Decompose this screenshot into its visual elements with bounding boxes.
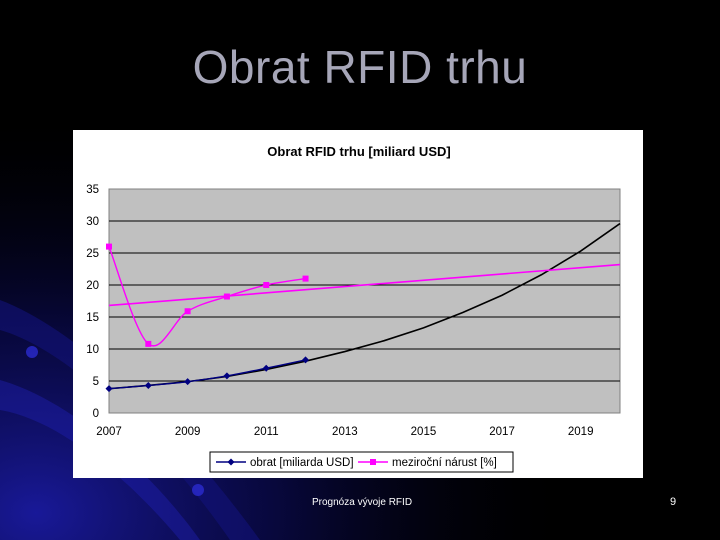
x-tick-label: 2015 — [411, 426, 437, 438]
y-tick-label: 20 — [86, 280, 99, 292]
slide-footer: Prognóza vývoje RFID — [312, 497, 413, 508]
data-point-narust — [302, 275, 309, 282]
legend-label-obrat: obrat [miliarda USD] — [250, 457, 354, 469]
data-point-obrat — [302, 356, 310, 364]
y-tick-label: 35 — [86, 184, 99, 196]
data-point-obrat — [262, 364, 270, 372]
series-line-obrat — [108, 359, 306, 390]
data-point-narust — [145, 340, 152, 347]
line-chart: Obrat RFID trhu [miliard USD] 0 5 10 15 20 25 3… — [86, 144, 621, 473]
data-point-narust — [263, 282, 270, 288]
data-point-narust — [223, 293, 230, 300]
legend-label-narust: meziroční nárust [%] — [392, 457, 497, 469]
page-number: 9 — [670, 496, 677, 508]
chart-title: Obrat RFID trhu [miliard USD] — [267, 144, 450, 159]
plot-area — [108, 188, 621, 414]
slide-title: Obrat RFID trhu — [192, 41, 528, 93]
x-tick-label: 2009 — [175, 426, 201, 438]
chart-container: Obrat RFID trhu [miliard USD] 0 5 10 15 20 25 3… — [73, 130, 643, 478]
y-tick-label: 10 — [86, 344, 99, 356]
data-point-narust — [106, 243, 112, 250]
y-tick-label: 0 — [93, 408, 99, 420]
x-tick-label: 2007 — [96, 426, 122, 438]
trendline-linear — [108, 263, 621, 307]
data-point-obrat — [184, 378, 192, 386]
data-point-narust — [184, 308, 191, 315]
legend-marker-narust — [370, 459, 376, 465]
data-point-obrat — [105, 385, 113, 393]
data-point-obrat — [144, 381, 152, 389]
x-tick-label: 2017 — [489, 426, 515, 438]
y-tick-label: 25 — [86, 248, 99, 260]
y-tick-label: 15 — [86, 312, 99, 324]
x-tick-label: 2013 — [332, 426, 358, 438]
data-point-obrat — [223, 372, 231, 380]
legend-marker-obrat — [227, 458, 235, 466]
y-tick-label: 30 — [86, 216, 99, 228]
x-tick-label: 2019 — [568, 426, 594, 438]
x-tick-label: 2011 — [254, 426, 279, 438]
y-tick-label: 5 — [93, 376, 99, 388]
